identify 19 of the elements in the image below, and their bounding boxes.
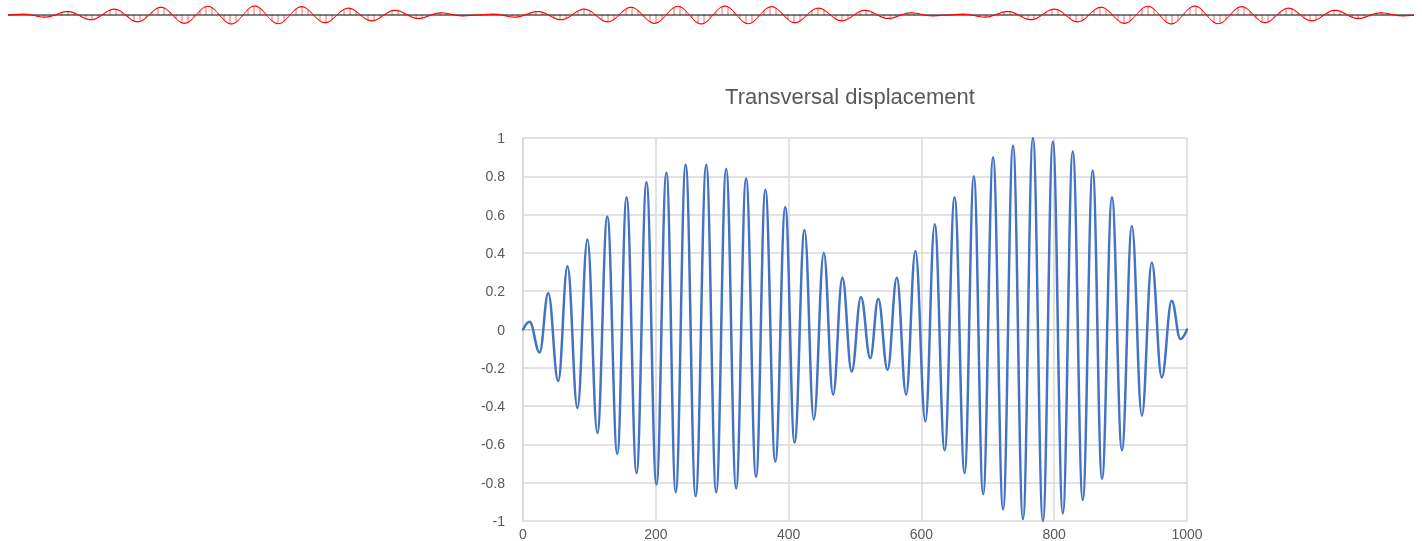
y-tick-label: 0.4 [485, 244, 506, 261]
y-tick-label: -1 [492, 513, 506, 529]
y-tick-label: 0 [497, 321, 506, 338]
x-tick-label: 600 [909, 526, 934, 541]
y-tick-label: -0.6 [480, 436, 506, 453]
y-tick-label: -0.4 [480, 398, 506, 415]
chart-title: Transversal displacement [725, 83, 975, 109]
y-tick-label: 0.2 [485, 283, 506, 300]
x-tick-label: 0 [519, 526, 528, 541]
x-tick-label: 1000 [1171, 526, 1203, 541]
y-tick-label: 0.6 [485, 206, 506, 223]
y-tick-label: 0.8 [485, 168, 506, 185]
x-tick-label: 200 [644, 526, 668, 541]
y-tick-label: 1 [497, 130, 506, 146]
x-tick-label: 400 [776, 526, 801, 541]
y-tick-label: -0.8 [480, 474, 506, 491]
x-tick-label: 800 [1042, 526, 1067, 541]
y-tick-label: -0.2 [480, 359, 506, 376]
line-series [521, 136, 1189, 523]
